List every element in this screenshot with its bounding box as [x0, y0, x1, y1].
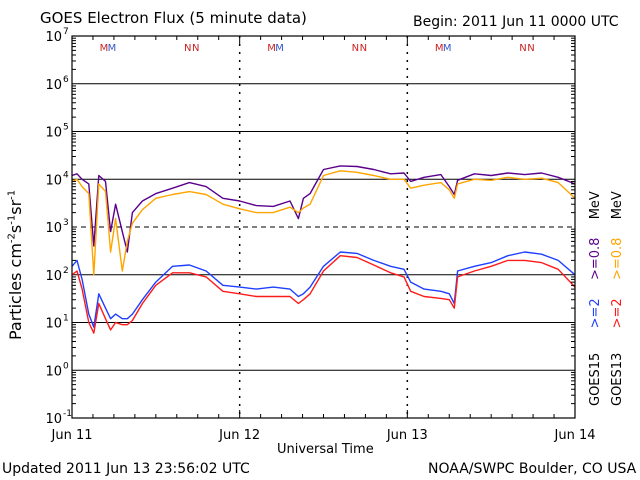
series-goes15-2-mev — [71, 251, 576, 328]
legend-goes13-08mev: >=0.8 — [610, 237, 625, 281]
series-goes13-0-8-mev — [71, 170, 576, 276]
x-axis-label: Universal Time — [277, 442, 374, 457]
y-tick-label: 10 — [45, 173, 62, 188]
x-tick-label: Jun 11 — [51, 428, 93, 443]
y-tick-exponent: 0 — [63, 361, 69, 371]
y-tick-exponent: 6 — [63, 75, 69, 85]
legend-goes15-label: GOES15 — [588, 352, 603, 406]
begin-label: Begin: 2011 Jun 11 0000 UTC — [413, 14, 619, 30]
y-tick-label: 10 — [45, 269, 62, 284]
orbit-marker: M — [435, 43, 444, 54]
orbit-marker: M — [267, 43, 276, 54]
orbit-marker: N — [184, 43, 191, 54]
legend-goes15-2mev: >=2 — [588, 298, 603, 329]
legend-goes13: GOES13 >=2 >=0.8 MeV — [610, 191, 625, 406]
series-goes13-2-mev — [71, 254, 576, 334]
x-tick-label: Jun 14 — [554, 428, 596, 443]
y-tick-exponent: 2 — [63, 266, 69, 276]
chart-title: GOES Electron Flux (5 minute data) — [40, 9, 307, 27]
orbit-marker: M — [100, 43, 109, 54]
y-tick-label: 10 — [45, 317, 62, 332]
orbit-marker: M — [108, 43, 117, 54]
legend-goes15: GOES15 >=2 >=0.8 MeV — [588, 191, 603, 406]
y-tick-label: 10 — [45, 221, 62, 236]
legend-goes13-label: GOES13 — [610, 352, 625, 406]
legend-goes15-08mev: >=0.8 — [588, 237, 603, 281]
y-tick-label: 10 — [45, 412, 62, 427]
updated-timestamp: Updated 2011 Jun 13 23:56:02 UTC — [2, 461, 250, 477]
y-tick-label: 10 — [45, 126, 62, 141]
orbit-marker: N — [352, 43, 359, 54]
y-tick-label: 10 — [45, 364, 62, 379]
orbit-marker: M — [443, 43, 452, 54]
y-axis-label: Particles cm-2s-1sr-1 — [6, 189, 25, 340]
x-tick-label: Jun 12 — [218, 428, 260, 443]
y-tick-exponent: 7 — [63, 27, 69, 37]
y-tick-label: 10 — [45, 30, 62, 45]
plot-frame — [71, 35, 576, 419]
orbit-marker: M — [275, 43, 284, 54]
orbit-marker: N — [527, 43, 534, 54]
legend-mev-1: MeV — [588, 191, 603, 220]
orbit-marker: N — [192, 43, 199, 54]
legend-mev-2: MeV — [610, 191, 625, 220]
orbit-marker: N — [519, 43, 526, 54]
credit-label: NOAA/SWPC Boulder, CO USA — [428, 461, 637, 477]
y-tick-exponent: -1 — [63, 409, 72, 419]
y-tick-exponent: 3 — [63, 218, 69, 228]
x-tick-label: Jun 13 — [386, 428, 428, 443]
orbit-marker: N — [360, 43, 367, 54]
y-tick-label: 10 — [45, 78, 62, 93]
y-tick-exponent: 5 — [63, 123, 69, 133]
y-tick-exponent: 4 — [63, 170, 69, 180]
legend-goes13-2mev: >=2 — [610, 298, 625, 329]
y-tick-exponent: 1 — [63, 314, 69, 324]
